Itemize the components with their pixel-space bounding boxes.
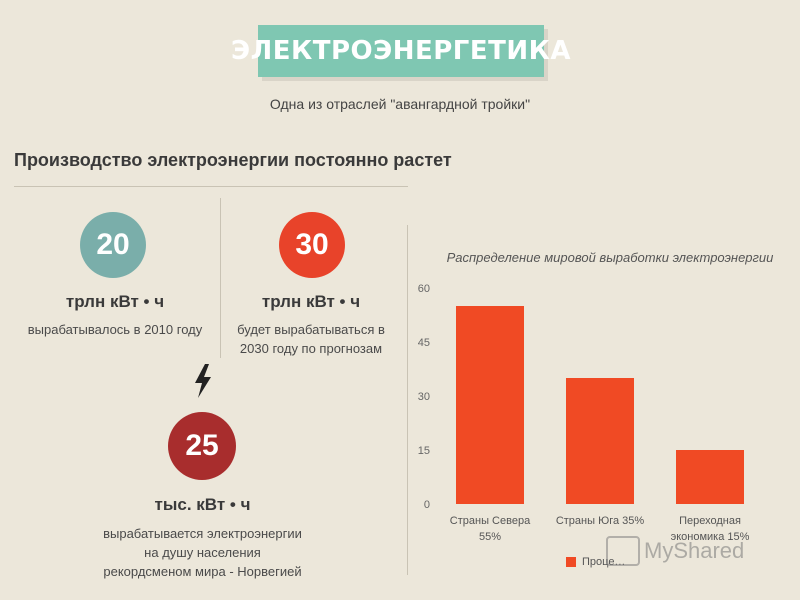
stat-value-2030: 30 xyxy=(295,228,329,261)
stat-desc-2030-line2: 2030 году по прогнозам xyxy=(239,341,383,356)
x-tick-label-2-1: экономика 15% xyxy=(671,531,750,543)
stat-unit-2010: трлн кВт • ч xyxy=(65,292,165,311)
y-tick-label-4: 60 xyxy=(418,283,430,295)
stat-desc-norway-line2: на душу населения xyxy=(144,545,261,560)
divider-vertical-left xyxy=(220,198,221,358)
stat-value-2010: 20 xyxy=(96,228,130,261)
stat-circle-norway: 25 xyxy=(168,412,236,480)
section-heading: Производство электроэнергии постоянно ра… xyxy=(14,150,452,170)
y-tick-label-0: 0 xyxy=(424,499,430,511)
page-title: ЭЛЕКТРОЭНЕРГЕТИКА xyxy=(231,36,571,66)
y-tick-label-3: 45 xyxy=(418,337,430,349)
x-tick-label-2-0: Переходная xyxy=(679,515,741,527)
title-banner: ЭЛЕКТРОЭНЕРГЕТИКА xyxy=(231,25,570,77)
watermark-logo-icon xyxy=(606,536,640,566)
stat-unit-norway: тыс. кВт • ч xyxy=(154,495,251,514)
stat-circle-2010: 20 xyxy=(80,212,146,278)
watermark: MyShared xyxy=(606,536,744,566)
x-tick-label-0-0: Страны Севера xyxy=(450,515,531,527)
chart-title: Распределение мировой выработки электроэ… xyxy=(446,250,774,265)
stat-desc-norway: вырабатывается электроэнергии на душу на… xyxy=(90,524,315,581)
page-subtitle: Одна из отраслей "авангардной тройки" xyxy=(269,96,531,112)
y-tick-label-2: 30 xyxy=(418,391,430,403)
stat-circle-2030: 30 xyxy=(279,212,345,278)
bar-1 xyxy=(566,378,634,504)
stat-desc-norway-line1: вырабатывается электроэнергии xyxy=(103,526,302,541)
stat-unit-2030: трлн кВт • ч xyxy=(261,292,361,311)
bar-chart: 0 15 30 45 60 Страны Севера 55% Страны Юга 35% П… xyxy=(418,283,750,543)
stat-desc-2030-line1: будет вырабатываться в xyxy=(237,322,385,337)
y-tick-label-1: 15 xyxy=(418,445,430,457)
stat-desc-2030: будет вырабатываться в 2030 году по прог… xyxy=(216,320,406,358)
divider-horizontal xyxy=(14,186,408,187)
legend-swatch xyxy=(566,557,576,567)
x-tick-label-0-1: 55% xyxy=(479,531,501,543)
bar-0 xyxy=(456,306,524,504)
lightning-icon xyxy=(195,364,211,398)
stat-desc-2010: вырабатывалось в 2010 году xyxy=(27,322,203,337)
watermark-text: MyShared xyxy=(644,538,745,563)
stat-value-norway: 25 xyxy=(185,429,219,462)
x-tick-label-1-0: Страны Юга 35% xyxy=(556,515,645,527)
bar-2 xyxy=(676,450,744,504)
divider-vertical-right xyxy=(407,225,408,575)
stat-desc-norway-line3: рекордсменом мира - Норвегией xyxy=(103,564,302,579)
